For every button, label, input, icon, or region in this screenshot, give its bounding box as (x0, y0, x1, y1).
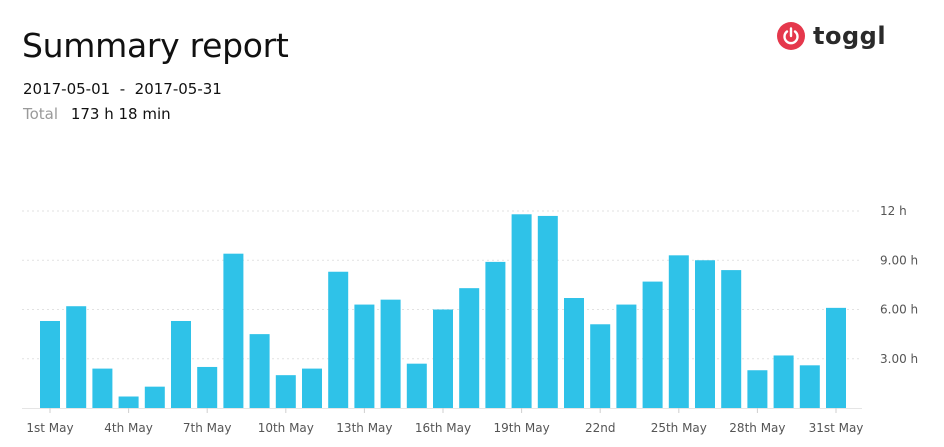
x-axis: 1st May 4th May 7th May 10th May 13th May 16t… (26, 408, 863, 435)
bar-day-17[interactable] (459, 288, 480, 408)
bar-day-28[interactable] (747, 370, 768, 408)
x-tick-label: 10th May (258, 421, 314, 435)
bar-day-29[interactable] (773, 355, 794, 408)
bar-day-4[interactable] (118, 396, 139, 408)
x-tick-label: 1st May (26, 421, 73, 435)
bar-day-11[interactable] (302, 368, 322, 408)
x-tick-label: 4th May (104, 421, 153, 435)
bar-day-7[interactable] (197, 366, 218, 408)
bar-day-6[interactable] (171, 320, 191, 408)
total-row: Total 173 h 18 min (23, 105, 171, 123)
bar-day-18[interactable] (485, 261, 506, 408)
bar-day-22[interactable] (590, 324, 611, 408)
y-tick-label: 6.00 h (880, 303, 918, 317)
logo-text: toggl (813, 22, 887, 50)
x-tick-label: 16th May (415, 421, 471, 435)
bar-day-12[interactable] (328, 271, 349, 408)
bar-day-24[interactable] (642, 281, 663, 408)
page-title: Summary report (22, 26, 289, 65)
x-tick-label: 25th May (651, 421, 707, 435)
bar-day-2[interactable] (66, 306, 87, 408)
bar-day-15[interactable] (406, 363, 427, 408)
bar-day-14[interactable] (380, 299, 401, 408)
bar-day-16[interactable] (433, 309, 453, 409)
total-label: Total (23, 105, 59, 123)
bar-day-5[interactable] (144, 386, 165, 408)
x-tick-label: 31st May (809, 421, 864, 435)
bar-day-27[interactable] (721, 270, 742, 408)
y-tick-label: 3.00 h (880, 352, 918, 366)
y-tick-label: 9.00 h (880, 253, 918, 267)
x-tick-label: 19th May (493, 421, 549, 435)
x-tick-label: 22nd (585, 421, 616, 435)
bar-day-30[interactable] (799, 365, 820, 408)
power-icon (777, 22, 805, 50)
x-tick-label: 13th May (336, 421, 392, 435)
bar-day-21[interactable] (564, 298, 584, 408)
bar-day-9[interactable] (249, 334, 270, 408)
bar-day-23[interactable] (616, 304, 637, 408)
bar-day-31[interactable] (826, 307, 846, 408)
bar-day-8[interactable] (223, 253, 244, 408)
x-tick-label: 28th May (729, 421, 785, 435)
toggl-logo: toggl (777, 22, 886, 50)
bar-day-20[interactable] (537, 215, 558, 408)
bar-day-26[interactable] (695, 260, 715, 408)
bar-day-19[interactable] (511, 214, 532, 408)
bar-day-1[interactable] (40, 320, 60, 408)
date-range: 2017-05-01 - 2017-05-31 (23, 80, 222, 98)
y-axis: 3.00 h 6.00 h 9.00 h 12 h (880, 204, 918, 366)
chart-bars (40, 214, 846, 408)
total-value: 173 h 18 min (70, 105, 171, 123)
bar-day-10[interactable] (275, 375, 296, 408)
bar-day-25[interactable] (668, 255, 689, 408)
bar-day-3[interactable] (92, 368, 113, 408)
bar-day-13[interactable] (354, 304, 375, 408)
y-tick-label: 12 h (880, 204, 907, 218)
x-tick-label: 7th May (183, 421, 232, 435)
